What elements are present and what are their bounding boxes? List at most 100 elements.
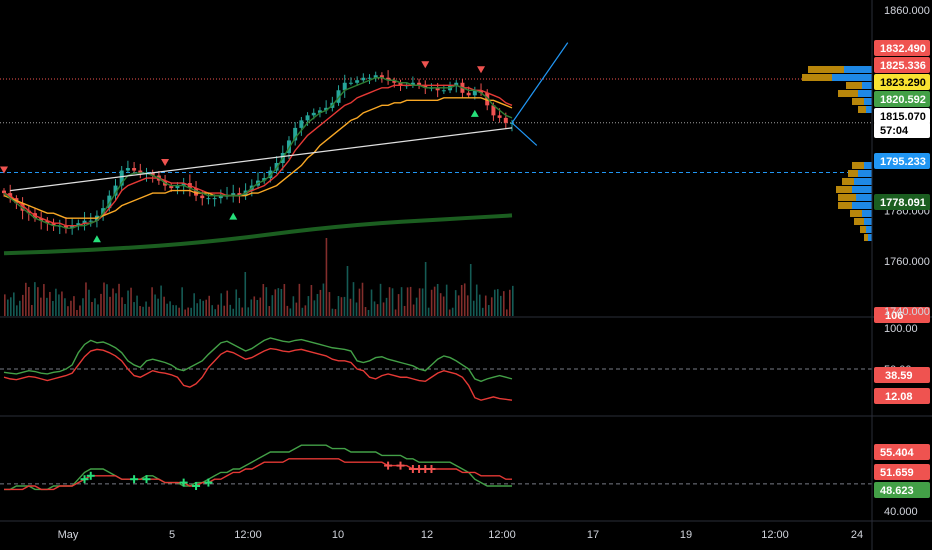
volume-bar bbox=[397, 294, 400, 316]
candle-body bbox=[82, 220, 87, 224]
trendline bbox=[511, 122, 538, 146]
candle-body bbox=[410, 82, 415, 86]
candle-body bbox=[485, 92, 490, 106]
candle-body bbox=[355, 80, 360, 83]
volume-bar bbox=[379, 283, 382, 316]
time-tick-label: 17 bbox=[587, 529, 599, 541]
volume-bar bbox=[400, 287, 403, 316]
sell-signal-icon bbox=[477, 66, 486, 74]
buy-signal-icon bbox=[92, 235, 101, 243]
volume-bar bbox=[250, 299, 253, 316]
time-axis[interactable]: May 5 12:00 10 12 12:00 17 19 12:00 24 bbox=[58, 529, 864, 541]
candle-body bbox=[138, 170, 143, 174]
volume-bar bbox=[361, 282, 364, 316]
volume-bar bbox=[4, 294, 6, 316]
volume-profile-bar bbox=[864, 218, 872, 225]
volume-bar bbox=[49, 291, 51, 316]
volume-bar bbox=[322, 283, 325, 316]
volume-bar bbox=[37, 287, 39, 316]
candle-body bbox=[348, 82, 353, 84]
volume-bar bbox=[205, 299, 207, 316]
volume-profile-bar bbox=[844, 66, 872, 73]
volume-bar bbox=[331, 308, 334, 316]
volume-profile-bar bbox=[852, 98, 864, 105]
volume-bar bbox=[448, 309, 451, 316]
volume-profile-bar bbox=[856, 194, 872, 201]
volume-bar bbox=[463, 283, 466, 316]
volume-bar bbox=[265, 287, 268, 316]
time-tick-label: 12:00 bbox=[234, 529, 262, 541]
volume-bar bbox=[433, 286, 436, 316]
price-tag-label: 1825.336 bbox=[880, 60, 926, 72]
volume-bar bbox=[385, 297, 388, 316]
volume-bar bbox=[277, 288, 280, 316]
volume-bar bbox=[163, 296, 165, 316]
volume-bar bbox=[214, 309, 217, 316]
volume-bar bbox=[493, 289, 496, 316]
price-tag-label: 1778.091 bbox=[880, 197, 926, 209]
volume-bar bbox=[469, 264, 472, 316]
moving-average-line bbox=[3, 213, 513, 256]
volume-bar bbox=[337, 296, 340, 316]
candle-body bbox=[51, 223, 56, 226]
volume-bar bbox=[217, 304, 220, 316]
volume-bar bbox=[175, 305, 177, 316]
volume-bar bbox=[130, 287, 132, 316]
volume-bar bbox=[508, 289, 511, 316]
volume-bar bbox=[325, 238, 328, 316]
oscillator-pane-2[interactable]: 55.404 51.659 48.623 40.000 bbox=[0, 444, 932, 522]
volume-bar bbox=[139, 306, 141, 316]
volume-profile-bar bbox=[860, 226, 866, 233]
oscillator-tick-label: 40.000 bbox=[884, 506, 918, 518]
oscillator-value-label: 51.659 bbox=[880, 467, 914, 479]
candle-body bbox=[392, 80, 397, 83]
price-axis[interactable]: 1860.0001800.0001780.0001760.0001740.000… bbox=[871, 0, 930, 550]
volume-bar bbox=[142, 306, 144, 316]
oscillator-value-tag bbox=[874, 482, 930, 498]
volume-profile-bar bbox=[864, 234, 868, 241]
volume-bar bbox=[262, 284, 265, 316]
candle-body bbox=[39, 218, 44, 221]
candle-body bbox=[435, 87, 440, 91]
volume-bar bbox=[298, 283, 301, 316]
volume-bar bbox=[55, 288, 57, 316]
candle-body bbox=[373, 75, 378, 78]
volume-bar bbox=[512, 285, 514, 316]
volume-bar bbox=[292, 296, 295, 316]
volume-bar bbox=[148, 306, 150, 316]
candle-body bbox=[26, 210, 31, 214]
time-tick-label: 10 bbox=[332, 529, 344, 541]
volume-bar bbox=[412, 304, 415, 316]
candle-body bbox=[317, 110, 322, 113]
price-pane[interactable] bbox=[0, 42, 932, 318]
volume-bar bbox=[136, 295, 138, 316]
volume-bar bbox=[454, 290, 457, 316]
candle-body bbox=[386, 77, 391, 81]
time-tick-label: 12 bbox=[421, 529, 433, 541]
candle-body bbox=[206, 198, 211, 200]
volume-bar bbox=[166, 303, 168, 316]
volume-bar bbox=[13, 292, 15, 316]
volume-bar bbox=[235, 289, 238, 316]
candle-body bbox=[218, 195, 223, 199]
candle-body bbox=[311, 112, 316, 116]
volume-bar bbox=[442, 296, 445, 316]
oscillator-value-tag bbox=[874, 444, 930, 460]
candle-body bbox=[466, 92, 471, 96]
volume-bar bbox=[94, 298, 96, 316]
volume-bar bbox=[274, 289, 277, 316]
volume-bar bbox=[328, 292, 331, 316]
candle-body bbox=[479, 90, 484, 93]
volume-bar bbox=[91, 302, 93, 316]
volume-bar bbox=[103, 282, 105, 316]
volume-bar bbox=[244, 272, 247, 316]
volume-bar bbox=[490, 297, 493, 316]
volume-bar bbox=[226, 290, 229, 316]
candle-body bbox=[20, 203, 25, 211]
volume-bar bbox=[208, 295, 211, 316]
volume-bar bbox=[415, 297, 418, 316]
volume-bar bbox=[382, 302, 385, 316]
volume-bar bbox=[475, 284, 478, 316]
